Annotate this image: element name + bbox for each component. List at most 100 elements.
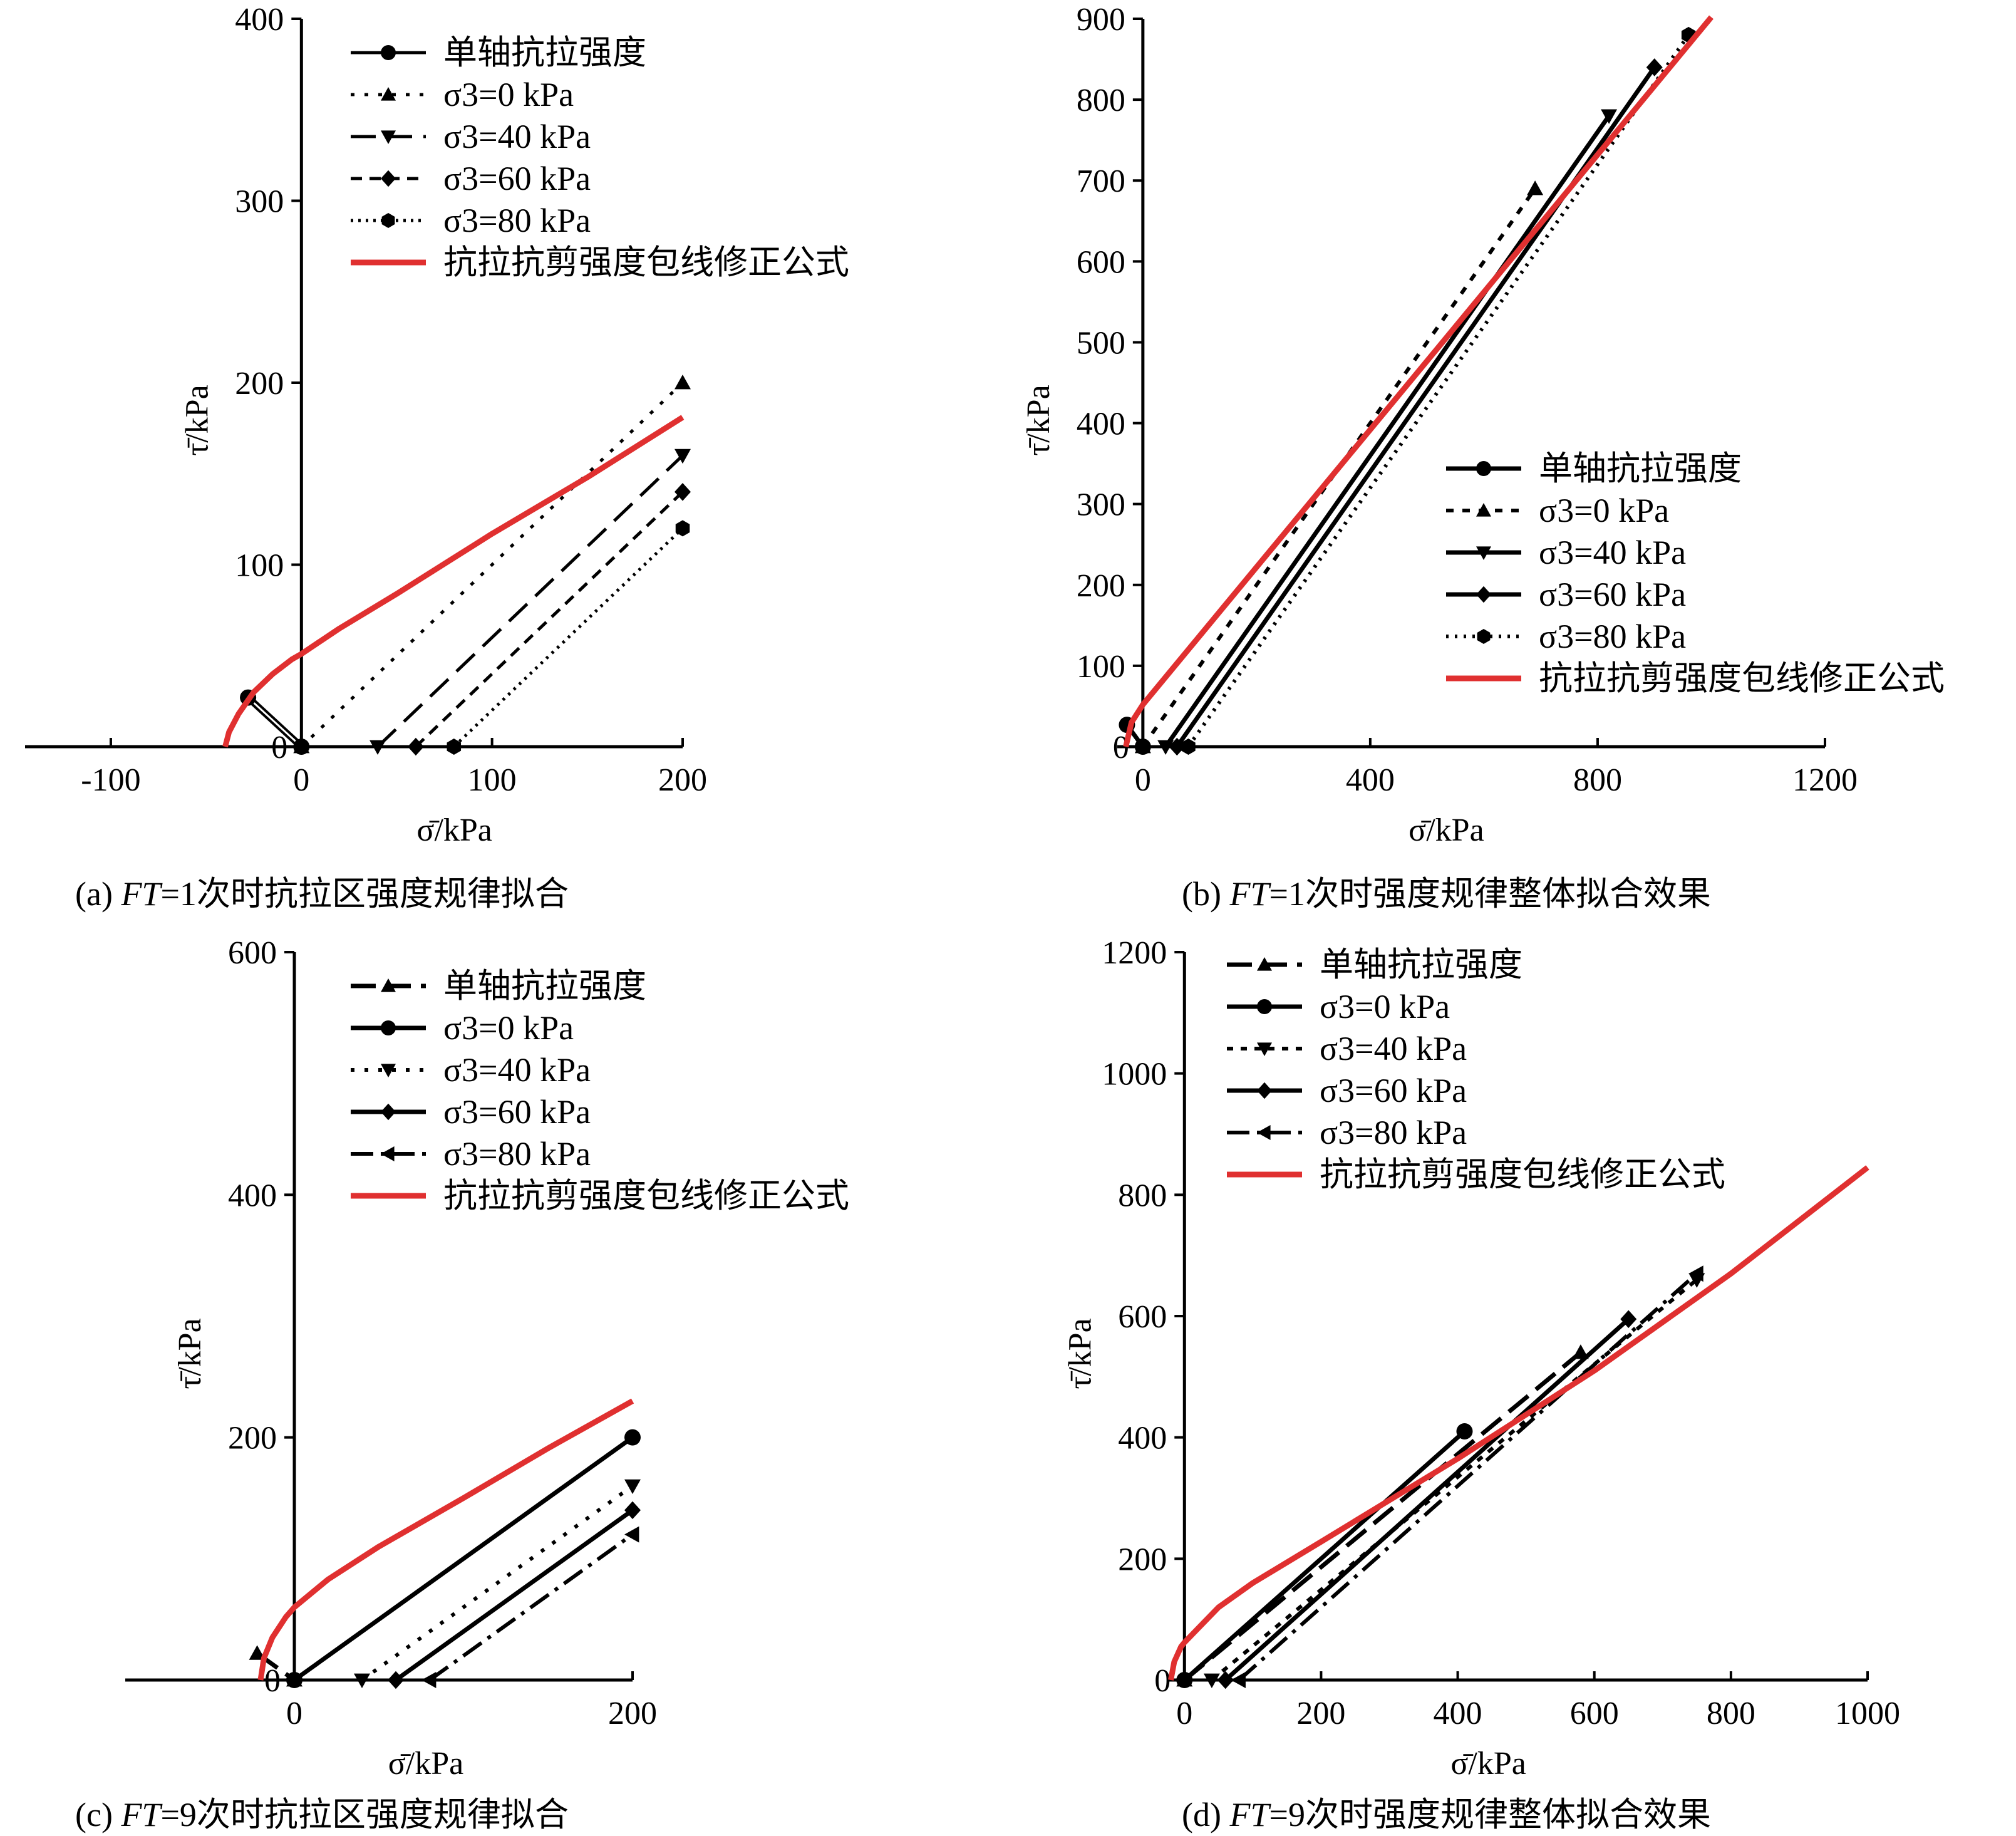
series-2 (354, 1479, 641, 1688)
series-1 (1134, 180, 1544, 754)
legend-label: σ3=0 kPa (1320, 988, 1450, 1025)
series-line (1123, 15, 1714, 748)
y-tick-label: 1200 (1102, 935, 1167, 971)
y-tick-label: 200 (235, 366, 284, 402)
caption-d: (d) FT=9次时强度规律整体拟合效果 (1182, 1796, 1711, 1833)
x-tick-label: 400 (1346, 762, 1395, 798)
legend: 单轴抗拉强度 σ3=0 kPa σ3=40 kPa σ3=60 kPa σ3=80 kP… (351, 34, 849, 281)
chart-d: 0 200 400 600 800 1000 200 400 600 800 1000 1200 0 σ̄… (1062, 935, 1900, 1782)
y-tick-label: 300 (235, 184, 284, 220)
x-tick-label: 200 (1296, 1696, 1345, 1731)
y-axis-label: τ̄/kPa (172, 1318, 208, 1389)
chart-a: -100 0 100 2001002003004000σ̄/kPaτ̄/kPa单轴抗拉… (25, 2, 849, 848)
legend-label: σ3=0 kPa (1539, 492, 1669, 529)
series-marker (370, 740, 386, 755)
series-marker (1157, 740, 1174, 755)
legend: 单轴抗拉强度 σ3=0 kPa σ3=40 kPa σ3=60 kPa σ3=80 kP… (1227, 946, 1725, 1193)
series-line (394, 1508, 634, 1682)
legend-swatch-marker (1477, 629, 1491, 644)
legend-label: σ3=60 kPa (1539, 576, 1686, 613)
series-marker (388, 1671, 404, 1689)
legend-label: σ3=80 kPa (1320, 1114, 1467, 1151)
x-tick-label: 800 (1707, 1696, 1755, 1731)
legend-swatch-marker (1257, 1042, 1272, 1056)
legend-swatch-marker (1257, 999, 1272, 1014)
series-marker (1217, 1671, 1234, 1689)
legend-label: 单轴抗拉强度 (1539, 450, 1742, 487)
series-marker (1456, 1423, 1473, 1439)
y-axis-label: τ̄/kPa (179, 385, 215, 455)
x-tick-label: 1000 (1835, 1696, 1900, 1731)
series-marker (624, 1526, 639, 1543)
series-marker (1646, 58, 1663, 76)
series-5 (1123, 15, 1714, 748)
legend-label: 单轴抗拉强度 (1320, 946, 1522, 983)
x-tick-label: 0 (293, 762, 309, 798)
series-1 (293, 375, 691, 754)
series-line (1238, 1272, 1698, 1682)
legend-swatch-marker (381, 170, 396, 187)
legend-label: 抗拉抗剪强度包线修正公式 (443, 244, 849, 281)
legend-swatch-marker (1476, 586, 1491, 603)
series-marker (675, 375, 691, 390)
x-tick-label: 800 (1573, 762, 1622, 798)
legend-label: σ3=40 kPa (443, 118, 591, 155)
y-tick-label: 400 (1118, 1421, 1167, 1456)
series-marker (421, 1672, 437, 1688)
legend-label: 抗拉抗剪强度包线修正公式 (1539, 660, 1945, 697)
y-tick-label: 600 (1077, 244, 1125, 280)
legend-swatch-marker (381, 45, 396, 60)
series-5 (1168, 1165, 1869, 1681)
series-1 (286, 1429, 641, 1688)
x-axis-label: σ̄/kPa (416, 812, 492, 848)
series-marker (1176, 1672, 1193, 1688)
series-marker (624, 1479, 641, 1495)
legend-label: 抗拉抗剪强度包线修正公式 (443, 1177, 849, 1215)
legend-label: σ3=80 kPa (443, 202, 591, 239)
series-line (300, 381, 684, 748)
caption-c: (c) FT=9次时抗拉区强度规律拟合 (75, 1796, 569, 1833)
legend-swatch-marker (381, 1103, 396, 1121)
legend-label: σ3=40 kPa (443, 1051, 591, 1089)
x-tick-label: 100 (468, 762, 517, 798)
legend-swatch-marker (1257, 957, 1272, 971)
series-line (415, 490, 684, 748)
series-marker (624, 1501, 641, 1520)
y-axis-label: τ̄/kPa (1021, 385, 1057, 455)
legend-swatch-marker (381, 978, 396, 992)
series-1 (1176, 1423, 1473, 1688)
y-tick-label: 1000 (1102, 1057, 1167, 1092)
legend: 单轴抗拉强度 σ3=0 kPa σ3=40 kPa σ3=60 kPa σ3=80 kP… (351, 967, 849, 1215)
legend-swatch-marker (1476, 546, 1491, 560)
x-tick-label: -100 (81, 762, 140, 798)
series-marker (675, 520, 690, 537)
legend-label: 单轴抗拉强度 (443, 967, 646, 1005)
legend-swatch-marker (381, 213, 395, 228)
y-tick-label: 400 (1077, 407, 1125, 442)
series-line (428, 1533, 634, 1682)
series-marker (407, 737, 424, 756)
series-marker (675, 449, 691, 464)
series-line (257, 1398, 634, 1681)
legend-label: σ3=60 kPa (443, 1093, 591, 1131)
legend-swatch-marker (381, 1064, 396, 1077)
series-line (1224, 1317, 1630, 1682)
legend-swatch-marker (1257, 1125, 1271, 1140)
series-marker (1203, 1673, 1220, 1688)
series-line (222, 415, 685, 748)
series-line (1183, 1351, 1583, 1682)
series-2 (1203, 1273, 1705, 1688)
legend-swatch-marker (381, 87, 396, 101)
x-tick-label: 1200 (1792, 762, 1858, 798)
x-tick-label: 0 (1176, 1696, 1192, 1731)
x-tick-label: 400 (1434, 1696, 1482, 1731)
series-marker (1688, 1265, 1703, 1282)
series-3 (388, 1501, 641, 1689)
panel-c: 0 200 200 400 600 0 σ̄/kPa τ̄/kPa 单轴抗拉强度 σ3=0 kPa… (0, 917, 1008, 1834)
panel-a: -100 0 100 200 100 200 300 400 0 σ̄/kPa τ̄/kPa 单轴抗拉… (0, 0, 1008, 917)
series-2 (370, 449, 691, 755)
series-line (1164, 114, 1611, 749)
y-tick-label: 300 (1077, 487, 1125, 523)
legend-swatch-marker (1476, 503, 1491, 517)
y-tick-label: 500 (1077, 325, 1125, 361)
